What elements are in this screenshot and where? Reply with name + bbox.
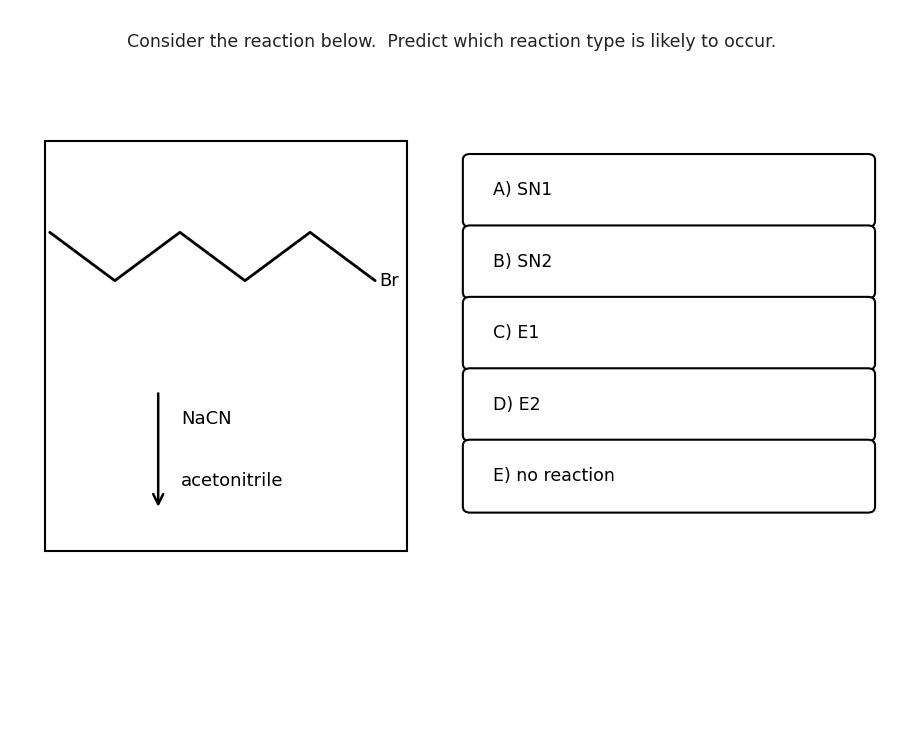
- Text: Br: Br: [379, 272, 399, 289]
- FancyBboxPatch shape: [462, 368, 874, 441]
- FancyBboxPatch shape: [462, 297, 874, 370]
- Text: E) no reaction: E) no reaction: [492, 467, 614, 485]
- FancyBboxPatch shape: [462, 440, 874, 513]
- Text: Consider the reaction below.  Predict which reaction type is likely to occur.: Consider the reaction below. Predict whi…: [127, 33, 776, 51]
- Text: A) SN1: A) SN1: [492, 182, 552, 199]
- Text: acetonitrile: acetonitrile: [181, 472, 283, 490]
- Text: NaCN: NaCN: [181, 410, 231, 428]
- FancyBboxPatch shape: [45, 141, 406, 551]
- FancyBboxPatch shape: [462, 225, 874, 298]
- Text: C) E1: C) E1: [492, 324, 538, 342]
- Text: D) E2: D) E2: [492, 396, 540, 414]
- FancyBboxPatch shape: [462, 154, 874, 227]
- Text: B) SN2: B) SN2: [492, 253, 552, 271]
